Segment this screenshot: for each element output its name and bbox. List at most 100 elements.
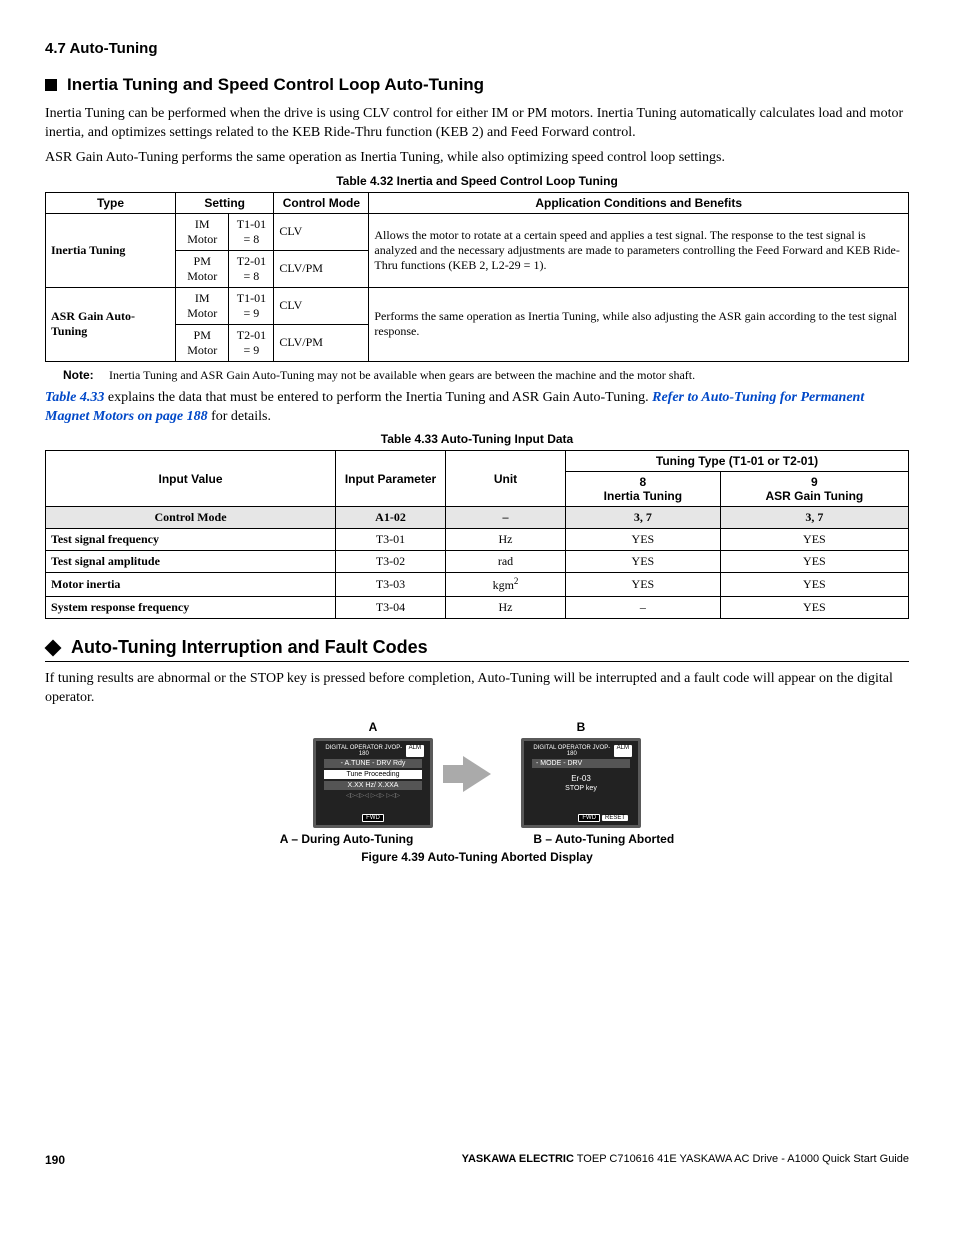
para-3: Table 4.33 explains the data that must b… [45,389,909,427]
t1-r1-c1: CLV [274,213,369,250]
t2-iv: System response frequency [46,597,336,619]
t2-c8: – [566,597,721,619]
t1-h-type: Type [46,192,176,213]
t1-r2-s2: T2-01 = 9 [229,324,274,361]
lcd-b: DIGITAL OPERATOR JVOP-180ALM - MODE - DR… [521,738,641,828]
lcd-a-l2: Tune Proceeding [324,770,422,779]
t1-r2-m1: IM Motor [176,287,229,324]
lcd-a-l3: X.XX Hz/ X.XXA [324,781,422,790]
t1-h-mode: Control Mode [274,192,369,213]
t2-h-tt: Tuning Type (T1-01 or T2-01) [566,451,909,472]
t2-h-c8: 8Inertia Tuning [566,472,721,507]
t1-r2-app: Performs the same operation as Inertia T… [369,287,909,361]
note-label: Note: [63,368,94,382]
t1-r1-s2: T2-01 = 8 [229,250,274,287]
para-2: ASR Gain Auto-Tuning performs the same o… [45,149,909,168]
t2-ip: T3-04 [336,597,446,619]
t1-r1-s1: T1-01 = 8 [229,213,274,250]
t2-un: Hz [446,529,566,551]
t1-r1-c2: CLV/PM [274,250,369,287]
t2-c8: YES [566,551,721,573]
t2-ip: T3-01 [336,529,446,551]
t2-un: rad [446,551,566,573]
t1-r2-m2: PM Motor [176,324,229,361]
para-1: Inertia Tuning can be performed when the… [45,105,909,143]
page-number: 190 [45,1153,65,1167]
lcd-b-alm: ALM [614,745,632,757]
lcd-a: DIGITAL OPERATOR JVOP-180ALM - A.TUNE - … [313,738,433,828]
lcd-b-l3: STOP key [528,785,634,792]
t2-c9: YES [720,551,908,573]
lcd-b-l2: Er-03 [528,774,634,783]
table-input-data: Input Value Input Parameter Unit Tuning … [45,450,909,619]
table-inertia-speed: Type Setting Control Mode Application Co… [45,192,909,362]
t1-r2-c1: CLV [274,287,369,324]
subheading-inertia-text: Inertia Tuning and Speed Control Loop Au… [67,75,484,95]
fig-title: Figure 4.39 Auto-Tuning Aborted Display [45,850,909,864]
t1-r1-app: Allows the motor to rotate at a certain … [369,213,909,287]
t1-r1-m1: IM Motor [176,213,229,250]
t2-ip: T3-02 [336,551,446,573]
lcd-a-alm: ALM [406,745,424,757]
para-3b: explains the data that must be entered t… [104,390,652,405]
t2-iv: Test signal frequency [46,529,336,551]
subheading-interrupt-text: Auto-Tuning Interruption and Fault Codes [71,637,428,658]
t2-h-c9: 9ASR Gain Tuning [720,472,908,507]
t2-un: kgm2 [446,573,566,597]
lcd-b-label: B [521,720,641,734]
t1-r1-type: Inertia Tuning [46,213,176,287]
t2-h-ip: Input Parameter [336,451,446,507]
lcd-b-fwd-row: FWD RESET [528,814,634,821]
arrow-wrap [463,756,491,792]
lcd-a-l1: - A.TUNE - DRV Rdy [324,759,422,768]
lcd-b-l1: - MODE - DRV [532,759,630,768]
t2-c8: YES [566,529,721,551]
t2-c8: 3, 7 [566,507,721,529]
lcd-b-fwd: FWD [578,814,600,822]
t1-h-setting: Setting [176,192,274,213]
t2-c9: YES [720,529,908,551]
fig-cap-b: B – Auto-Tuning Aborted [533,832,674,846]
section-ref: 4.7 Auto-Tuning [45,40,909,57]
t2-un: Hz [446,597,566,619]
t2-iv: Control Mode [46,507,336,529]
lcd-b-top: DIGITAL OPERATOR JVOP-180 [530,745,614,757]
lcd-a-wrap: A DIGITAL OPERATOR JVOP-180ALM - A.TUNE … [313,720,433,828]
t2-c9: YES [720,597,908,619]
t2-h-un: Unit [446,451,566,507]
t1-r2-s1: T1-01 = 9 [229,287,274,324]
t2-iv: Test signal amplitude [46,551,336,573]
table1-title: Table 4.32 Inertia and Speed Control Loo… [45,174,909,188]
t1-h-app: Application Conditions and Benefits [369,192,909,213]
t2-ip: A1-02 [336,507,446,529]
footer-right: YASKAWA ELECTRIC TOEP C710616 41E YASKAW… [462,1153,909,1167]
t2-un: – [446,507,566,529]
square-bullet-icon [45,79,57,91]
note-text: Inertia Tuning and ASR Gain Auto-Tuning … [109,368,695,382]
subheading-inertia: Inertia Tuning and Speed Control Loop Au… [45,75,909,95]
t2-c8: YES [566,573,721,597]
link-table433[interactable]: Table 4.33 [45,390,104,405]
para-3d: for details. [208,409,271,424]
note-row: Note: Inertia Tuning and ASR Gain Auto-T… [45,368,909,383]
lcd-a-fwd: FWD [362,814,384,822]
t2-c9: YES [720,573,908,597]
t2-iv: Motor inertia [46,573,336,597]
figure-block: A DIGITAL OPERATOR JVOP-180ALM - A.TUNE … [45,720,909,828]
t1-r2-c2: CLV/PM [274,324,369,361]
subheading-interrupt: Auto-Tuning Interruption and Fault Codes [45,637,909,662]
t2-c9: 3, 7 [720,507,908,529]
diamond-bullet-icon [45,639,62,656]
lcd-a-fwd-row: FWD [320,814,426,821]
lcd-a-label: A [313,720,433,734]
para-4: If tuning results are abnormal or the ST… [45,670,909,708]
t1-r2-type: ASR Gain Auto-Tuning [46,287,176,361]
lcd-b-wrap: B DIGITAL OPERATOR JVOP-180ALM - MODE - … [521,720,641,828]
t1-r1-m2: PM Motor [176,250,229,287]
t2-h-iv: Input Value [46,451,336,507]
lcd-a-top: DIGITAL OPERATOR JVOP-180 [322,745,406,757]
lcd-b-reset: RESET [602,815,628,821]
lcd-a-arrows: ◁▷◁▷◁ ▷◁▷ ▷◁▷ [328,792,418,799]
fig-cap-a: A – During Auto-Tuning [280,832,414,846]
t2-ip: T3-03 [336,573,446,597]
